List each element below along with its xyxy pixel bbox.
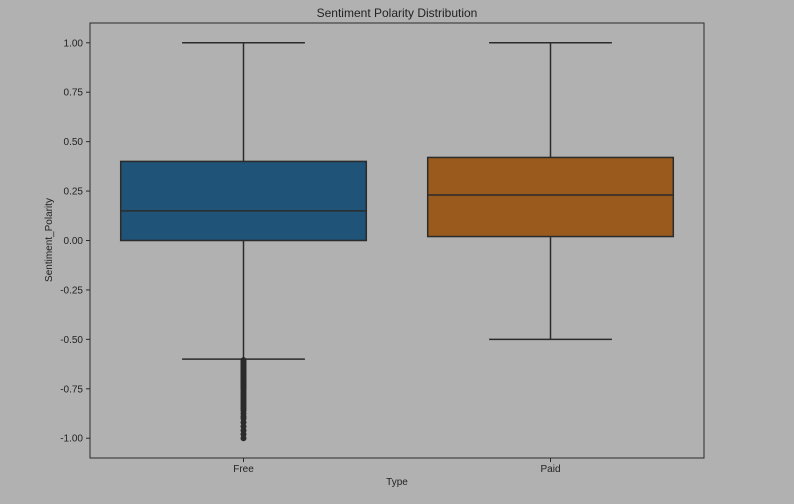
- y-tick-label: -0.25: [60, 285, 83, 296]
- y-tick-label: 0.50: [64, 137, 84, 148]
- box-series: [119, 42, 675, 442]
- outlier-point: [240, 435, 247, 442]
- x-axis-label: Type: [386, 477, 408, 488]
- y-tick-label: -0.75: [60, 384, 83, 395]
- box-paid: [426, 42, 675, 341]
- y-tick-label: 0.25: [64, 187, 84, 198]
- y-tick-label: 1.00: [64, 38, 84, 49]
- y-axis-label: Sentiment_Polarity: [44, 198, 55, 282]
- y-tick-label: 0.00: [64, 236, 84, 247]
- x-tick-label: Free: [233, 464, 254, 475]
- y-tick-label: 0.75: [64, 88, 84, 99]
- y-axis: 1.00 0.75 0.50 0.25 0.00 -0.25 -0.50 -0.75 -1.00: [60, 38, 90, 445]
- y-tick-label: -1.00: [60, 434, 83, 445]
- y-tick-label: -0.50: [60, 335, 83, 346]
- x-axis: Free Paid: [233, 458, 561, 475]
- interquartile-box: [119, 160, 368, 242]
- x-tick-label: Paid: [540, 464, 560, 475]
- chart-title: Sentiment Polarity Distribution: [317, 6, 478, 20]
- box-free: [119, 42, 368, 442]
- interquartile-box: [426, 156, 675, 238]
